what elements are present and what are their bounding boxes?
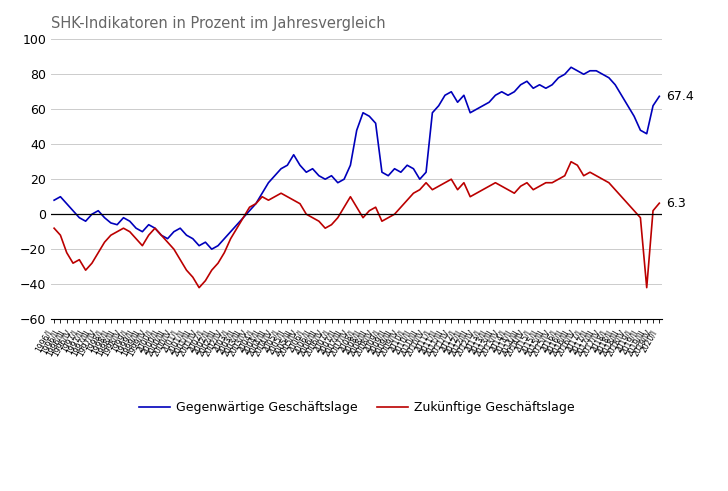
Zukünftige Geschäftslage	[655, 200, 664, 206]
Zukünftige Geschäftslage	[523, 180, 531, 186]
Gegenwärtige Geschäftslage	[94, 208, 103, 214]
Gegenwärtige Geschäftslage	[50, 197, 58, 203]
Zukünftige Geschäftslage	[68, 260, 77, 266]
Gegenwärtige Geschäftslage	[655, 93, 664, 99]
Zukünftige Geschäftslage	[359, 215, 368, 220]
Zukünftige Geschäftslage	[566, 159, 575, 164]
Text: 6.3: 6.3	[666, 197, 686, 210]
Zukünftige Geschäftslage	[213, 260, 222, 266]
Gegenwärtige Geschäftslage	[213, 243, 222, 248]
Text: SHK-Indikatoren in Prozent im Jahresvergleich: SHK-Indikatoren in Prozent im Jahresverg…	[51, 16, 386, 31]
Zukünftige Geschäftslage	[403, 197, 411, 203]
Line: Gegenwärtige Geschäftslage: Gegenwärtige Geschäftslage	[54, 67, 660, 249]
Legend: Gegenwärtige Geschäftslage, Zukünftige Geschäftslage: Gegenwärtige Geschäftslage, Zukünftige G…	[134, 396, 579, 419]
Text: 67.4: 67.4	[666, 90, 694, 103]
Zukünftige Geschäftslage	[50, 225, 58, 231]
Gegenwärtige Geschäftslage	[207, 246, 216, 252]
Gegenwärtige Geschäftslage	[359, 110, 368, 116]
Line: Zukünftige Geschäftslage: Zukünftige Geschäftslage	[54, 162, 660, 288]
Gegenwärtige Geschäftslage	[68, 208, 77, 214]
Gegenwärtige Geschäftslage	[523, 78, 531, 84]
Zukünftige Geschäftslage	[94, 250, 103, 256]
Gegenwärtige Geschäftslage	[566, 64, 575, 70]
Zukünftige Geschäftslage	[195, 285, 204, 291]
Gegenwärtige Geschäftslage	[403, 162, 411, 168]
